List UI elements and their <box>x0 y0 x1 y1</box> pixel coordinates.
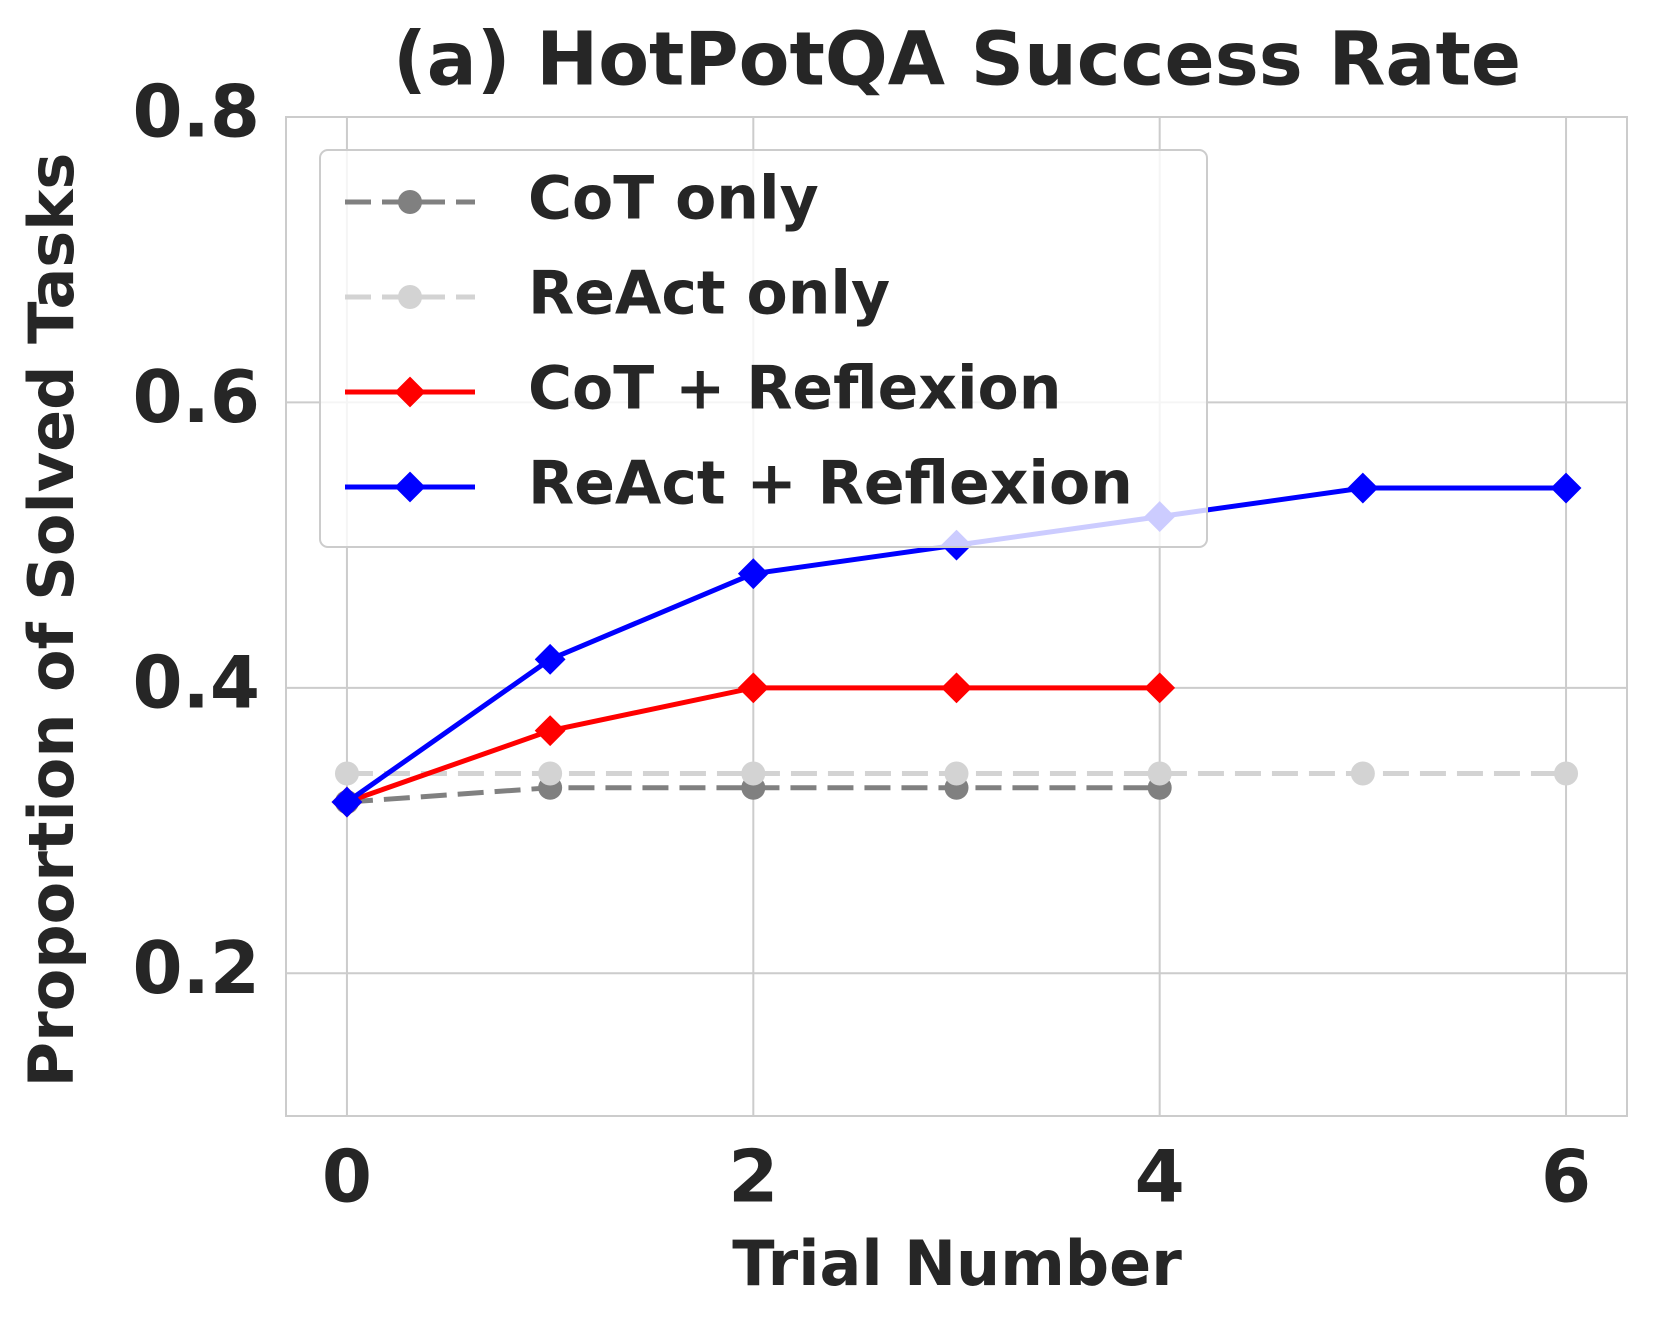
legend-label: ReAct + Reflexion <box>528 449 1133 519</box>
marker <box>1350 761 1375 786</box>
marker <box>1550 472 1582 504</box>
legend-box <box>319 149 1208 548</box>
legend-marker <box>394 376 426 408</box>
marker <box>1144 672 1176 704</box>
x-tick-label: 6 <box>1541 1135 1591 1219</box>
marker <box>1347 472 1379 504</box>
marker <box>534 715 566 747</box>
legend-label: CoT + Reflexion <box>528 354 1062 424</box>
y-tick-label: 0.2 <box>132 926 260 1010</box>
marker <box>944 761 969 786</box>
marker <box>534 643 566 675</box>
marker <box>334 761 359 786</box>
series-line <box>346 785 1160 805</box>
x-axis-label: Trial Number <box>732 1227 1182 1300</box>
legend-label: ReAct only <box>528 259 890 329</box>
y-tick-label: 0.4 <box>132 640 260 724</box>
marker <box>941 672 972 704</box>
x-tick-label: 2 <box>728 1135 778 1219</box>
marker <box>741 761 766 786</box>
y-tick-label: 0.8 <box>132 70 260 154</box>
marker <box>737 672 769 704</box>
marker <box>331 786 363 818</box>
legend-marker <box>398 285 422 309</box>
chart-title: (a) HotPotQA Success Rate <box>393 17 1521 103</box>
marker <box>538 761 563 786</box>
legend-marker <box>398 190 422 214</box>
legend: CoT only ReAct only CoT + Reflexion ReAct +… <box>319 149 1208 548</box>
marker <box>737 558 769 590</box>
marker <box>1147 761 1172 786</box>
legend-marker <box>394 471 426 503</box>
y-axis-label: Proportion of Solved Tasks <box>15 153 88 1088</box>
x-tick-label: 0 <box>322 1135 372 1219</box>
y-tick-label: 0.6 <box>132 355 260 439</box>
x-tick-label: 4 <box>1135 1135 1185 1219</box>
marker <box>1554 761 1579 786</box>
legend-label: CoT only <box>528 164 819 234</box>
